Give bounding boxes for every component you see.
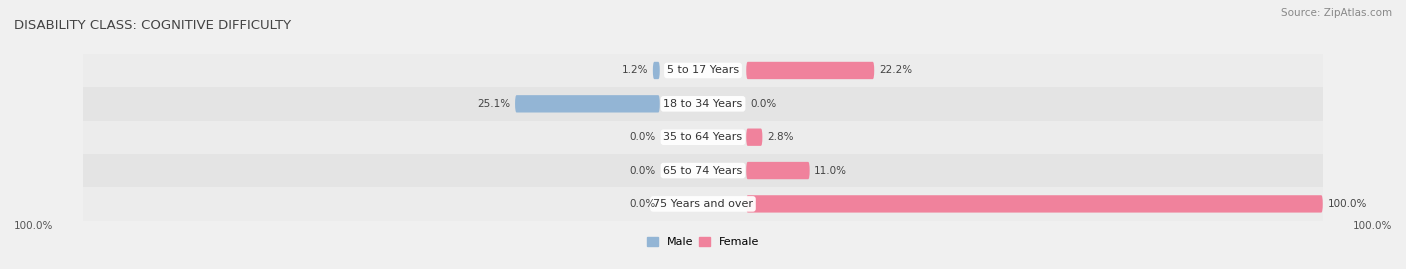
Text: 65 to 74 Years: 65 to 74 Years — [664, 165, 742, 176]
Text: 5 to 17 Years: 5 to 17 Years — [666, 65, 740, 76]
Bar — [83, 87, 1323, 121]
FancyBboxPatch shape — [747, 162, 810, 179]
Text: 75 Years and over: 75 Years and over — [652, 199, 754, 209]
FancyBboxPatch shape — [747, 195, 1323, 213]
Legend: Male, Female: Male, Female — [643, 233, 763, 252]
Text: 0.0%: 0.0% — [751, 99, 778, 109]
Text: 11.0%: 11.0% — [814, 165, 848, 176]
Bar — [83, 54, 1323, 87]
Text: 100.0%: 100.0% — [14, 221, 53, 231]
Text: 35 to 64 Years: 35 to 64 Years — [664, 132, 742, 142]
Text: DISABILITY CLASS: COGNITIVE DIFFICULTY: DISABILITY CLASS: COGNITIVE DIFFICULTY — [14, 19, 291, 32]
Text: Source: ZipAtlas.com: Source: ZipAtlas.com — [1281, 8, 1392, 18]
FancyBboxPatch shape — [515, 95, 659, 112]
Text: 22.2%: 22.2% — [879, 65, 912, 76]
Text: 0.0%: 0.0% — [628, 132, 655, 142]
Text: 100.0%: 100.0% — [1327, 199, 1367, 209]
Text: 1.2%: 1.2% — [621, 65, 648, 76]
Bar — [83, 187, 1323, 221]
Bar — [83, 121, 1323, 154]
Text: 0.0%: 0.0% — [628, 165, 655, 176]
Bar — [83, 154, 1323, 187]
FancyBboxPatch shape — [747, 129, 762, 146]
Text: 100.0%: 100.0% — [1353, 221, 1392, 231]
Text: 18 to 34 Years: 18 to 34 Years — [664, 99, 742, 109]
FancyBboxPatch shape — [747, 62, 875, 79]
Text: 25.1%: 25.1% — [477, 99, 510, 109]
Text: 0.0%: 0.0% — [628, 199, 655, 209]
FancyBboxPatch shape — [652, 62, 659, 79]
Text: 2.8%: 2.8% — [768, 132, 793, 142]
